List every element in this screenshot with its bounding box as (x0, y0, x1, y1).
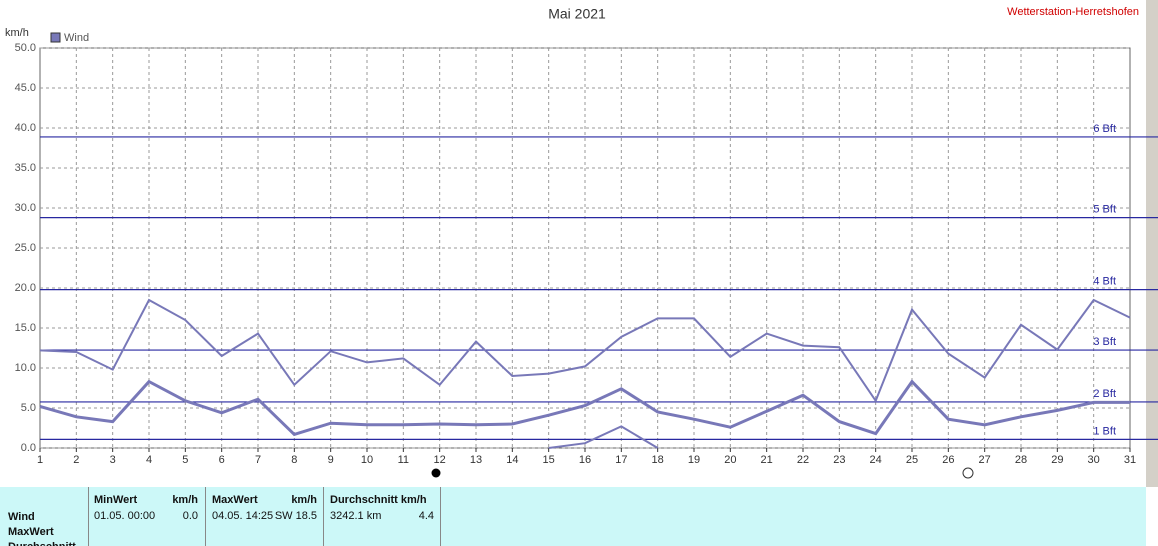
y-tick-label: 10.0 (15, 362, 36, 374)
stats-table: Wind MaxWert Durchschnitt MinWert km/h MaxWer… (0, 487, 1146, 546)
x-tick-label: 4 (146, 454, 152, 466)
x-tick-label: 17 (615, 454, 627, 466)
row-label: MaxWert (8, 526, 54, 538)
x-tick-label: 22 (797, 454, 809, 466)
y-tick-label: 25.0 (15, 242, 36, 254)
y-tick-label: 35.0 (15, 162, 36, 174)
x-tick-label: 14 (506, 454, 518, 466)
column-divider (205, 487, 206, 546)
x-tick-label: 10 (361, 454, 373, 466)
x-tick-label: 1 (37, 454, 43, 466)
scrollbar (1146, 0, 1158, 487)
x-tick-label: 6 (219, 454, 225, 466)
x-tick-label: 9 (328, 454, 334, 466)
y-tick-label: 5.0 (21, 402, 36, 414)
x-tick-label: 15 (543, 454, 555, 466)
y-axis-unit: km/h (5, 27, 29, 39)
station-name: Wetterstation-Herretshofen (1007, 6, 1139, 18)
chart: Mai 2021 Wetterstation-Herretshofen km/h… (5, 0, 1158, 487)
wind-line (39, 379, 1130, 437)
y-tick-label: 45.0 (15, 82, 36, 94)
x-tick-label: 29 (1051, 454, 1063, 466)
column-divider (323, 487, 324, 546)
y-tick-label: 50.0 (15, 42, 36, 54)
y-tick-label: 15.0 (15, 322, 36, 334)
x-tick-label: 23 (833, 454, 845, 466)
column-header: km/h (291, 494, 317, 506)
row-label: Wind (8, 511, 35, 523)
row-label: Durchschnitt (8, 541, 76, 546)
beaufort-label: 4 Bft (1093, 276, 1116, 288)
x-tick-label: 8 (291, 454, 297, 466)
x-tick-label: 3 (110, 454, 116, 466)
column-header: MaxWert (212, 494, 258, 506)
table-cell: 01.05. 00:00 (94, 510, 156, 522)
y-tick-label: 30.0 (15, 202, 36, 214)
column-header: km/h (172, 494, 198, 506)
beaufort-label: 1 Bft (1093, 425, 1116, 437)
beaufort-label: 3 Bft (1093, 336, 1116, 348)
x-tick-label: 7 (255, 454, 261, 466)
full-moon-icon (962, 467, 974, 479)
x-tick-label: 19 (688, 454, 700, 466)
wind-line (39, 298, 1131, 403)
legend-label: Wind (64, 32, 89, 44)
x-tick-label: 12 (434, 454, 446, 466)
y-tick-label: 40.0 (15, 122, 36, 134)
column-header: Durchschnitt km/h (330, 494, 427, 506)
y-tick-label: 20.0 (15, 282, 36, 294)
beaufort-label: 5 Bft (1093, 204, 1116, 216)
wind-line (548, 425, 659, 449)
legend-swatch (50, 32, 61, 43)
x-tick-label: 30 (1088, 454, 1100, 466)
x-tick-label: 11 (398, 454, 409, 466)
column-header: MinWert (94, 494, 138, 506)
x-tick-label: 18 (652, 454, 664, 466)
column-divider (440, 487, 441, 546)
x-tick-label: 21 (761, 454, 773, 466)
x-tick-label: 28 (1015, 454, 1027, 466)
x-tick-label: 31 (1124, 454, 1136, 466)
table-cell: 04.05. 14:25 (212, 510, 274, 522)
x-tick-label: 20 (724, 454, 736, 466)
x-tick-label: 16 (579, 454, 591, 466)
chart-title: Mai 2021 (548, 6, 606, 22)
x-tick-label: 13 (470, 454, 482, 466)
column-divider (88, 487, 89, 546)
table-cell: 4.4 (418, 510, 434, 522)
x-tick-label: 25 (906, 454, 918, 466)
x-tick-label: 26 (942, 454, 954, 466)
new-moon-icon (431, 468, 441, 478)
table-cell: 0.0 (182, 510, 198, 522)
beaufort-label: 6 Bft (1093, 123, 1116, 135)
x-tick-label: 2 (73, 454, 79, 466)
x-tick-label: 27 (979, 454, 991, 466)
x-tick-label: 24 (870, 454, 882, 466)
x-tick-label: 5 (182, 454, 188, 466)
beaufort-label: 2 Bft (1093, 388, 1116, 400)
table-cell: 3242.1 km (330, 510, 382, 522)
table-cell: SW 18.5 (274, 510, 317, 522)
y-tick-label: 0.0 (21, 442, 36, 454)
